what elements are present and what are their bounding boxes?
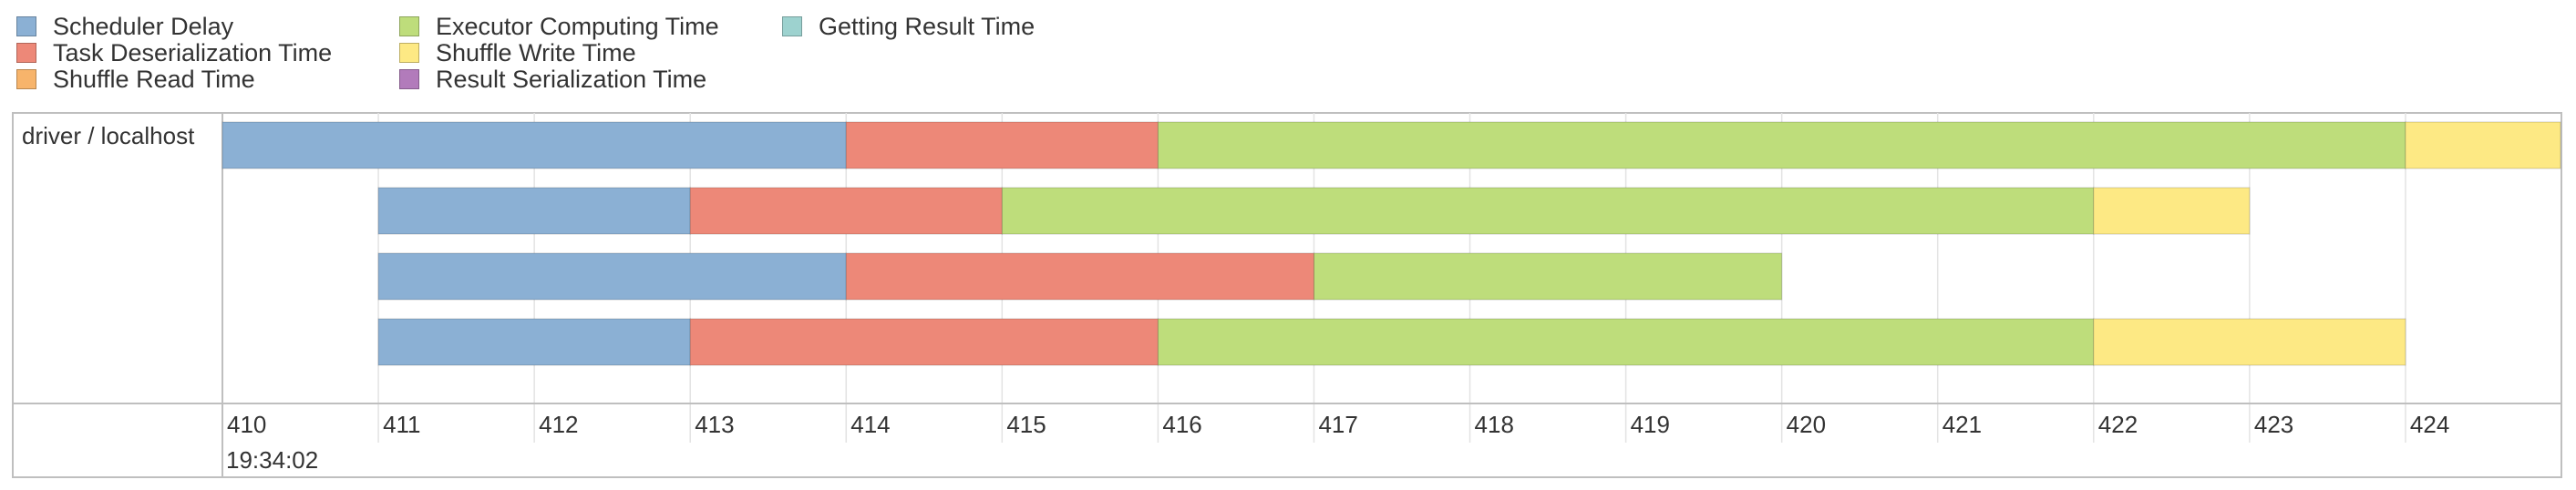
legend-item: Scheduler Delay — [16, 13, 233, 40]
legend-item: Result Serialization Time — [399, 66, 706, 93]
task-segment — [2093, 187, 2251, 235]
task-bars — [222, 121, 2561, 366]
axis-tick-label: 412 — [539, 411, 578, 438]
legend-swatch — [16, 69, 36, 89]
axis-tick-label: 419 — [1631, 411, 1670, 438]
axis-date-label: 19:34:02 — [226, 446, 318, 474]
axis-tick-label: 413 — [695, 411, 734, 438]
axis-tick-label: 410 — [227, 411, 266, 438]
task-segment — [1157, 121, 2406, 169]
task-bar[interactable] — [377, 187, 2251, 235]
axis-tick-label: 411 — [383, 411, 420, 438]
task-segment — [2405, 121, 2561, 169]
task-segment — [845, 121, 1159, 169]
axis-tick-label: 416 — [1162, 411, 1201, 438]
legend-swatch — [399, 43, 419, 63]
task-segment — [689, 318, 1159, 366]
legend-swatch — [399, 69, 419, 89]
group-label: driver / localhost — [22, 122, 195, 149]
legend-label: Shuffle Read Time — [53, 66, 255, 93]
legend-label: Result Serialization Time — [436, 66, 707, 93]
legend-item: Task Deserialization Time — [16, 39, 332, 66]
axis-tick-label: 423 — [2254, 411, 2293, 438]
task-segment — [1313, 252, 1783, 301]
legend-label: Shuffle Write Time — [436, 39, 636, 66]
legend-swatch — [16, 43, 36, 63]
task-segment — [2093, 318, 2406, 366]
legend-item: Shuffle Read Time — [16, 66, 255, 93]
task-segment — [1001, 187, 2095, 235]
task-bar[interactable] — [377, 252, 1783, 301]
axis-tick-label: 418 — [1475, 411, 1514, 438]
axis-tick-label: 421 — [1942, 411, 1982, 438]
axis-tick-label: 415 — [1006, 411, 1046, 438]
task-bar[interactable] — [222, 121, 2561, 169]
axis-tick-label: 417 — [1318, 411, 1357, 438]
legend-swatch — [782, 16, 802, 36]
legend-item: Shuffle Write Time — [399, 39, 636, 66]
legend-item: Executor Computing Time — [399, 13, 719, 40]
task-segment — [222, 121, 847, 169]
task-segment — [845, 252, 1314, 301]
task-segment — [377, 318, 691, 366]
timeline-frame — [12, 112, 2562, 478]
axis-tick-labels: 410 411 412 413 414 415 416 417 418 419 420 421 422 4… — [227, 411, 2449, 438]
legend-swatch — [16, 16, 36, 36]
task-segment — [377, 187, 691, 235]
legend-label: Scheduler Delay — [53, 13, 234, 40]
task-segment — [689, 187, 1003, 235]
axis-tick-label: 422 — [2098, 411, 2138, 438]
axis-tick-label: 424 — [2410, 411, 2449, 438]
task-segment — [1157, 318, 2095, 366]
task-segment — [377, 252, 847, 301]
legend-label: Executor Computing Time — [436, 13, 719, 40]
legend-label: Task Deserialization Time — [53, 39, 333, 66]
task-bar[interactable] — [377, 318, 2406, 366]
legend-item: Getting Result Time — [782, 13, 1035, 40]
legend-label: Getting Result Time — [819, 13, 1036, 40]
axis-tick-label: 414 — [850, 411, 890, 438]
legend-swatch — [399, 16, 419, 36]
axis-tick-label: 420 — [1787, 411, 1826, 438]
